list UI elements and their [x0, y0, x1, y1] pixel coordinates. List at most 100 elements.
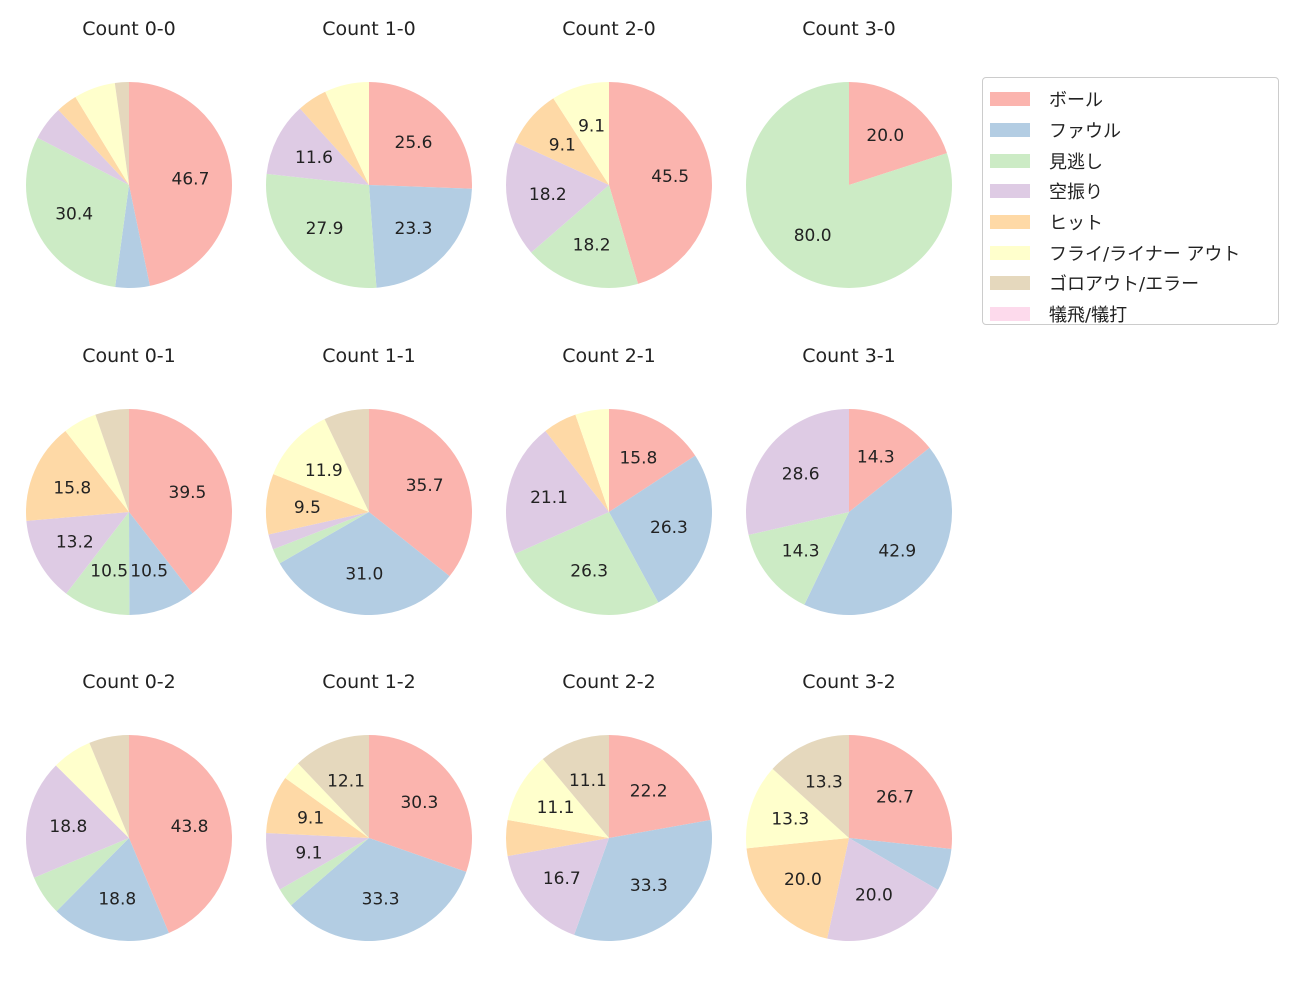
- legend-swatch: [990, 92, 1030, 107]
- slice-label: 18.2: [529, 185, 567, 205]
- slice-label: 27.9: [306, 219, 344, 239]
- pie-slice-2: [609, 455, 712, 603]
- legend-label: フライ/ライナー アウト: [1049, 243, 1241, 265]
- slice-label: 11.9: [305, 461, 343, 481]
- legend-label: 空振り: [1049, 182, 1103, 204]
- pie-slice-3: [272, 512, 369, 564]
- pie-chart: Count 3-1 14.3 42.9 14.3 28.6: [745, 345, 952, 615]
- pie-slice-4: [745, 409, 849, 535]
- pie-slice-7: [542, 735, 609, 838]
- slice-label: 28.6: [782, 464, 820, 484]
- legend-item: 犠飛/犠打: [990, 299, 1278, 330]
- slice-label: 33.3: [630, 876, 668, 896]
- pie-slice-1: [369, 409, 473, 577]
- slice-label: 25.6: [395, 133, 433, 153]
- slice-label: 46.7: [172, 170, 210, 190]
- slice-label: 20.0: [866, 126, 904, 146]
- slice-label: 42.9: [878, 542, 916, 562]
- slice-label: 15.8: [619, 449, 657, 469]
- pie-slice-3: [33, 838, 130, 912]
- slice-label: 26.3: [650, 518, 688, 538]
- pie-slice-6: [507, 759, 609, 838]
- pie-slice-2: [574, 819, 713, 941]
- legend-item: ゴロアウト/エラー: [990, 268, 1278, 299]
- pie-slice-4: [266, 832, 369, 890]
- slice-label: 80.0: [794, 226, 832, 246]
- pie-slice-7: [324, 409, 369, 512]
- pie-slice-5: [266, 474, 369, 535]
- pie-slice-2: [804, 447, 952, 615]
- legend-item: ヒット: [990, 207, 1278, 238]
- pie-slice-1: [129, 82, 232, 286]
- slice-label: 30.4: [55, 205, 93, 225]
- pie-slice-3: [279, 838, 369, 906]
- pie-title: Count 0-0: [82, 18, 176, 40]
- pie-title: Count 3-0: [802, 18, 896, 40]
- pie-slice-6: [745, 768, 849, 849]
- pie-slice-3: [748, 512, 849, 605]
- pie-slice-3: [66, 512, 130, 615]
- pie-title: Count 1-2: [322, 671, 416, 693]
- slice-label: 14.3: [857, 447, 895, 467]
- slice-label: 11.1: [569, 771, 607, 791]
- pie-title: Count 3-2: [802, 671, 896, 693]
- pie-slice-7: [772, 735, 849, 838]
- legend-item: 空振り: [990, 176, 1278, 207]
- slice-label: 10.5: [90, 562, 128, 582]
- slice-label: 18.8: [98, 890, 136, 910]
- pie-title: Count 1-0: [322, 18, 416, 40]
- slice-label: 22.2: [630, 782, 668, 802]
- legend: ボール ファウル 見逃し 空振り ヒット フライ/ライナー アウト ゴロアウト/エラー 犠飛/…: [982, 77, 1279, 326]
- pie-slice-1: [849, 409, 930, 512]
- pie-slice-2: [56, 838, 169, 941]
- pie-title: Count 3-1: [802, 345, 896, 367]
- pie-chart: Count 1-230.333.39.19.112.1: [266, 671, 473, 941]
- legend-swatch: [990, 276, 1030, 291]
- legend-swatch: [990, 307, 1030, 322]
- legend-label: ファウル: [1049, 121, 1121, 143]
- slice-label: 26.7: [876, 788, 914, 808]
- pie-slice-4: [827, 838, 938, 941]
- pie-slice-4: [26, 512, 129, 594]
- pie-slice-3: [531, 185, 639, 288]
- pie-slice-5: [515, 98, 609, 185]
- pie-slice-6: [75, 82, 129, 185]
- pie-slice-7: [89, 735, 129, 838]
- slice-label: 12.1: [327, 772, 365, 792]
- pie-slice-6: [55, 742, 129, 838]
- pie-slice-4: [37, 109, 129, 185]
- pie-slice-1: [129, 409, 233, 594]
- slice-label: 23.3: [395, 219, 433, 239]
- pie-slice-1: [609, 82, 712, 284]
- legend-swatch: [990, 184, 1030, 199]
- pie-slice-5: [545, 414, 609, 512]
- pie-chart: Count 3-2 26.7 20.0 20.0 13.3 13.3: [745, 671, 952, 941]
- slice-label: 18.2: [573, 235, 611, 255]
- pie-slice-7: [95, 409, 129, 512]
- slice-label: 20.0: [855, 886, 893, 906]
- slice-label: 9.5: [294, 498, 321, 518]
- pie-slice-1: [849, 735, 952, 849]
- pie-slice-7: [297, 735, 369, 838]
- pie-slice-4: [505, 430, 609, 554]
- legend-swatch: [990, 153, 1030, 168]
- legend-label: ゴロアウト/エラー: [1049, 274, 1200, 296]
- legend-item: ボール: [990, 84, 1278, 115]
- slice-label: 11.6: [295, 148, 333, 168]
- slice-label: 30.3: [400, 793, 438, 813]
- pie-slice-3: [745, 82, 952, 288]
- slice-label: 11.1: [537, 798, 575, 818]
- pie-slice-1: [369, 735, 473, 872]
- pie-slice-5: [506, 819, 609, 857]
- pie-title: Count 1-1: [322, 345, 416, 367]
- pie-title: Count 0-1: [82, 345, 176, 367]
- legend-label: ヒット: [1049, 213, 1103, 235]
- pie-slice-6: [325, 82, 369, 185]
- slice-label: 14.3: [782, 542, 820, 562]
- pie-chart: Count 0-2 43.8 18.8 18.8: [25, 671, 233, 941]
- pie-slice-2: [279, 512, 450, 615]
- pie-title: Count 2-0: [562, 18, 656, 40]
- pie-slice-4: [25, 765, 129, 878]
